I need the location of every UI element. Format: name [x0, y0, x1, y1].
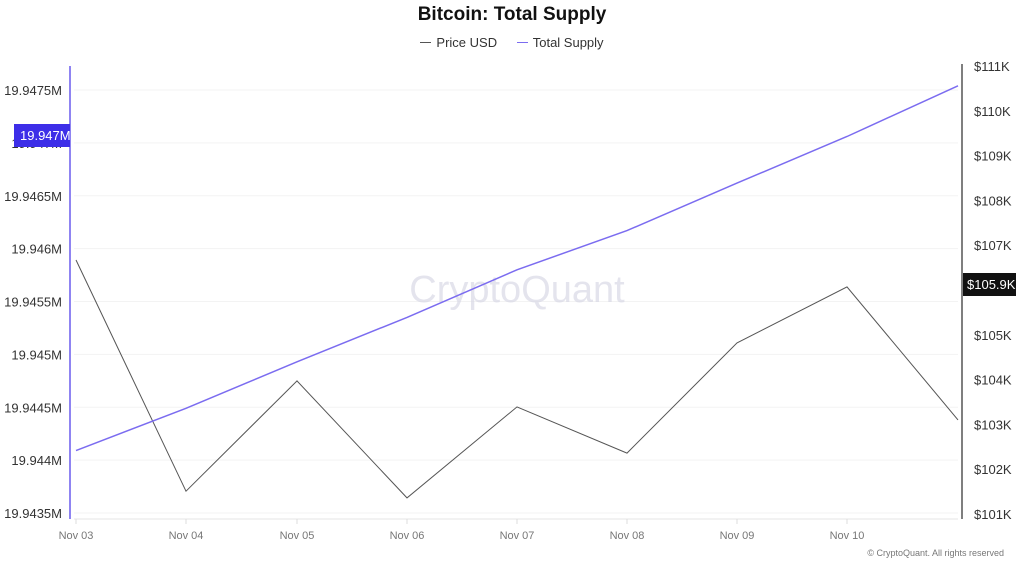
left-y-tick-label: 19.9475M	[4, 83, 62, 98]
right-y-tick-label: $103K	[974, 417, 1012, 432]
watermark: CryptoQuant	[409, 269, 625, 311]
legend-label: Price USD	[436, 35, 498, 50]
right-axis-highlight-badge: $105.9K	[963, 273, 1016, 296]
price-usd-line[interactable]	[75, 259, 959, 499]
right-y-axis: $111K $110K $109K $108K $107K $105K $104K $103K…	[974, 59, 1012, 522]
price-line-swatch-icon	[420, 41, 432, 44]
right-y-tick-label: $109K	[974, 149, 1012, 164]
legend-item-total-supply[interactable]: Total Supply	[516, 35, 604, 50]
left-y-tick-label: 19.945M	[11, 347, 62, 362]
grid-lines	[74, 89, 958, 514]
supply-line-swatch-icon	[516, 41, 528, 44]
x-axis: Nov 03 Nov 04 Nov 05 Nov 06 Nov 07 Nov 08 Nov …	[59, 519, 865, 542]
x-tick-label: Nov 06	[390, 530, 425, 542]
left-y-tick-label: 19.946M	[11, 242, 62, 257]
chart-legend: Price USD Total Supply	[0, 35, 1024, 50]
x-tick-label: Nov 08	[610, 530, 645, 542]
x-tick-label: Nov 10	[830, 530, 865, 542]
left-y-tick-label: 19.9465M	[4, 189, 62, 204]
total-supply-line[interactable]	[75, 85, 959, 452]
right-y-tick-label: $102K	[974, 462, 1012, 477]
right-y-tick-label: $108K	[974, 193, 1012, 208]
left-y-tick-label: 19.9445M	[4, 400, 62, 415]
right-y-tick-label: $111K	[974, 59, 1010, 74]
copyright-text: © CryptoQuant. All rights reserved	[867, 548, 1004, 558]
right-highlight-value: $105.9K	[967, 277, 1016, 292]
legend-item-price-usd[interactable]: Price USD	[420, 35, 497, 50]
x-tick-label: Nov 04	[169, 530, 204, 542]
left-axis-highlight-badge: 19.947M	[14, 124, 71, 147]
left-y-tick-label: 19.944M	[11, 453, 62, 468]
left-highlight-value: 19.947M	[20, 128, 71, 143]
right-y-tick-label: $107K	[974, 238, 1012, 253]
left-y-tick-label: 19.9455M	[4, 295, 62, 310]
chart-title: Bitcoin: Total Supply	[417, 4, 607, 25]
x-tick-label: Nov 07	[500, 530, 535, 542]
legend-label: Total Supply	[532, 35, 604, 50]
left-y-axis: 19.9475M19.947M19.9465M19.946M19.9455M19…	[4, 83, 62, 521]
right-y-tick-label: $101K	[974, 507, 1012, 522]
x-tick-label: Nov 03	[59, 530, 94, 542]
right-y-tick-label: $110K	[974, 104, 1011, 119]
right-y-tick-label: $104K	[974, 373, 1012, 388]
x-tick-label: Nov 09	[720, 530, 755, 542]
right-y-tick-label: $105K	[974, 328, 1012, 343]
x-tick-label: Nov 05	[280, 530, 315, 542]
left-y-tick-label: 19.9435M	[4, 506, 62, 521]
